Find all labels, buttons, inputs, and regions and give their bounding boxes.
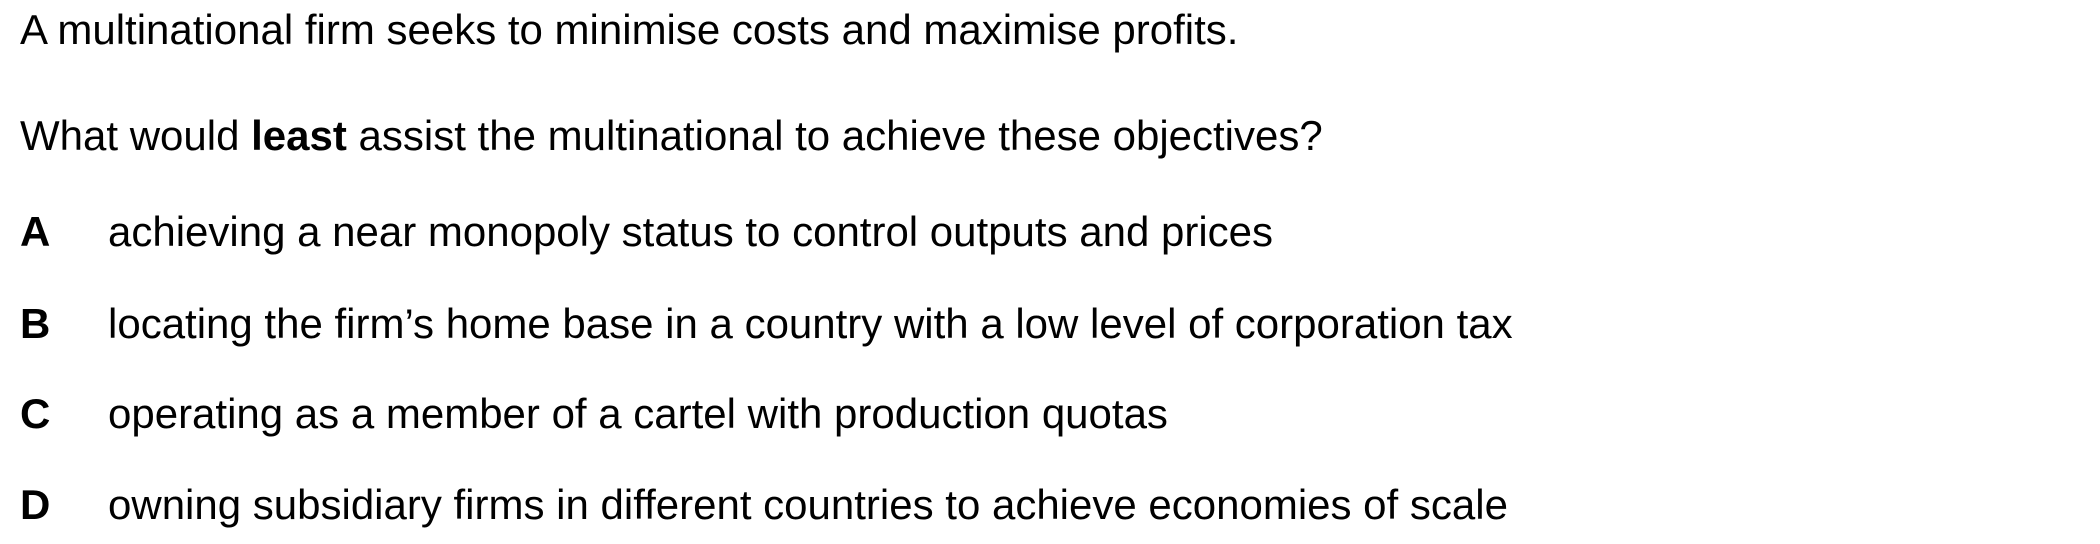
option-a-text: achieving a near monopoly status to cont… <box>108 208 1274 255</box>
prompt-text-after: assist the multinational to achieve thes… <box>346 112 1323 159</box>
question-prompt: What would least assist the multinationa… <box>20 110 1323 162</box>
prompt-text-before: What would <box>20 112 252 159</box>
option-c-letter: C <box>20 390 51 437</box>
option-a-letter: A <box>20 208 51 255</box>
option-d-letter: D <box>20 481 51 528</box>
option-d-text: owning subsidiary firms in different cou… <box>108 481 1508 528</box>
option-b-letter: B <box>20 300 51 347</box>
option-c-text: operating as a member of a cartel with p… <box>108 390 1168 437</box>
option-b-text: locating the firm’s home base in a count… <box>108 300 1513 347</box>
prompt-emphasis: least <box>251 112 347 159</box>
question-stem: A multinational firm seeks to minimise c… <box>20 6 1239 53</box>
